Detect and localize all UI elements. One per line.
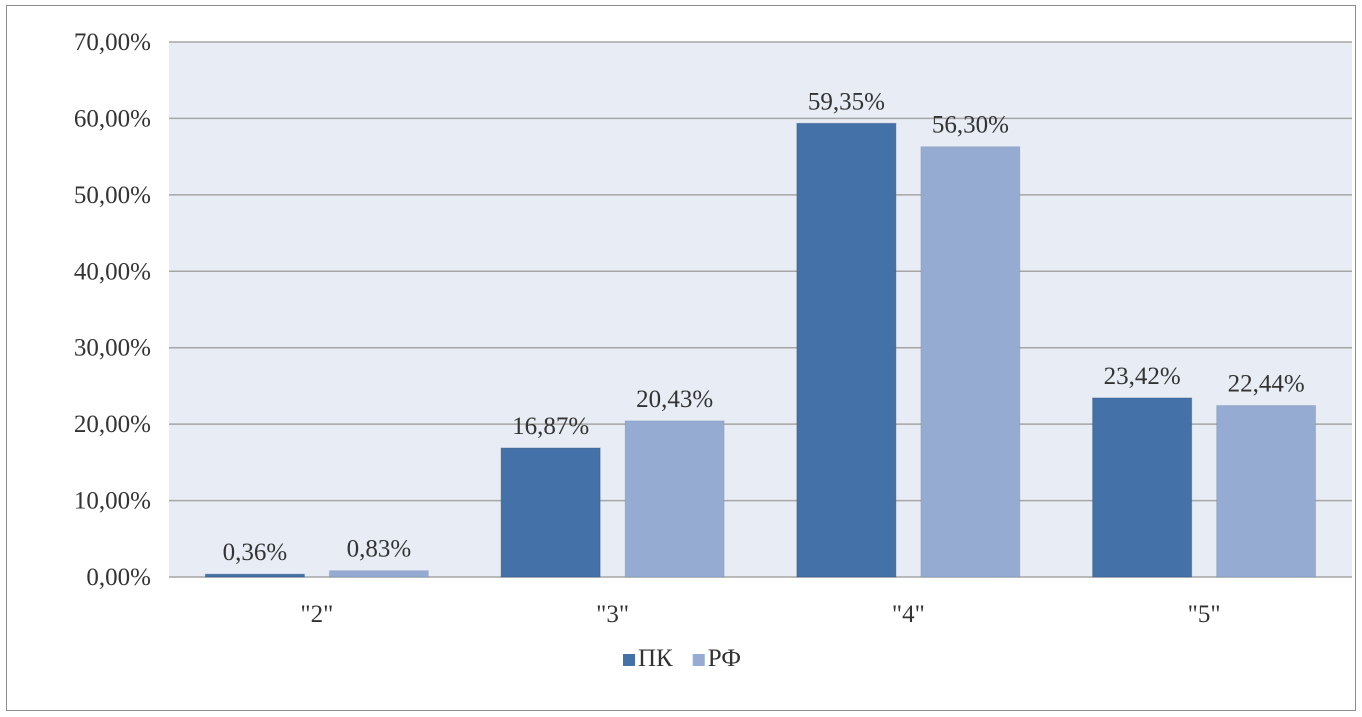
bar — [500, 447, 601, 578]
bar — [1092, 397, 1193, 578]
data-label: 59,35% — [808, 88, 885, 115]
x-category-label: "2" — [300, 601, 333, 628]
bar — [624, 420, 725, 578]
data-labels: 0,36% 0,83% 16,87% 20,43% 59,35% 56,30% 23,42%… — [223, 88, 1305, 566]
data-label: 56,30% — [932, 112, 1009, 139]
legend: ПК РФ — [623, 645, 741, 672]
bars — [204, 122, 1317, 578]
y-tick-label: 30,00% — [74, 335, 151, 362]
x-category-label: "3" — [596, 601, 629, 628]
bar — [328, 570, 429, 578]
y-tick-label: 70,00% — [74, 29, 151, 56]
y-axis-tick-labels: 0,00% 10,00% 20,00% 30,00% 40,00% 50,00% 60,00… — [74, 29, 151, 591]
data-label: 22,44% — [1228, 370, 1305, 397]
legend-label: РФ — [708, 645, 741, 672]
bar — [920, 146, 1021, 578]
data-label: 23,42% — [1104, 363, 1181, 390]
bar — [204, 573, 305, 578]
y-tick-label: 10,00% — [74, 488, 151, 515]
data-label: 0,83% — [347, 536, 412, 563]
chart-frame: 0,00% 10,00% 20,00% 30,00% 40,00% 50,00% 60,00… — [6, 5, 1356, 711]
data-label: 16,87% — [512, 413, 589, 440]
bar-chart: 0,00% 10,00% 20,00% 30,00% 40,00% 50,00% 60,00… — [74, 29, 1352, 672]
bar — [796, 122, 897, 578]
y-tick-label: 20,00% — [74, 411, 151, 438]
y-tick-label: 0,00% — [86, 564, 151, 591]
legend-swatch — [623, 654, 635, 666]
x-category-label: "4" — [892, 601, 925, 628]
y-tick-label: 50,00% — [74, 182, 151, 209]
x-axis-category-labels: "2" "3" "4" "5" — [300, 601, 1220, 628]
y-tick-label: 60,00% — [74, 105, 151, 132]
legend-label: ПК — [638, 645, 673, 672]
bar — [1216, 404, 1317, 578]
data-label: 0,36% — [223, 539, 288, 566]
x-category-label: "5" — [1188, 601, 1221, 628]
y-tick-label: 40,00% — [74, 258, 151, 285]
data-label: 20,43% — [636, 386, 713, 413]
legend-swatch — [692, 654, 705, 666]
